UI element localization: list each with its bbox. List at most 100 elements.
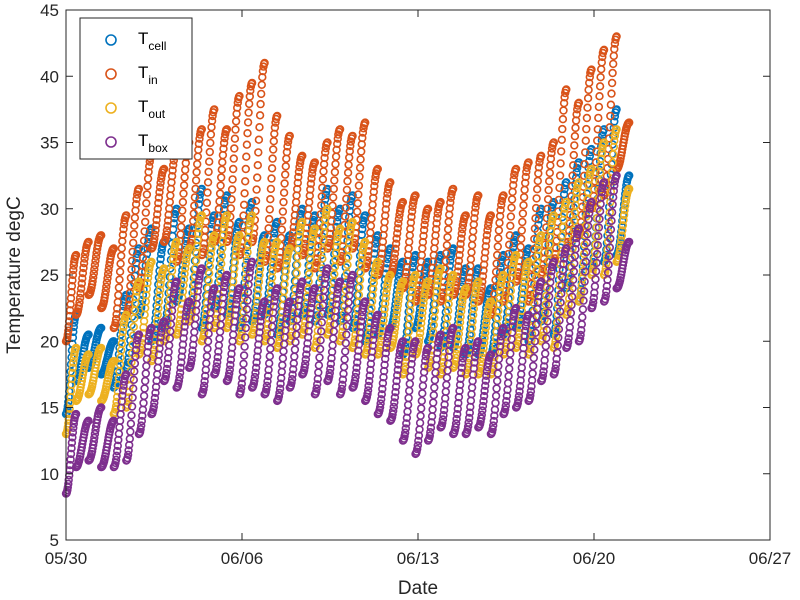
data-point [379, 316, 388, 325]
data-point [477, 414, 486, 423]
data-point [262, 385, 271, 394]
data-point [202, 359, 211, 368]
data-point [578, 305, 588, 314]
data-point [609, 51, 618, 61]
data-point [357, 147, 366, 156]
data-point [553, 341, 562, 350]
data-point [408, 263, 417, 272]
data-point [495, 287, 505, 297]
data-point [392, 234, 401, 243]
data-point [163, 221, 172, 231]
data-point [479, 391, 489, 401]
data-point [290, 352, 299, 361]
x-axis: 05/30 06/06 06/13 06/20 06/27 [45, 10, 791, 568]
data-point [290, 345, 300, 354]
plot-series [61, 32, 634, 498]
data-point [562, 197, 571, 207]
data-point [181, 165, 190, 175]
data-point [506, 221, 515, 231]
data-point [79, 259, 89, 268]
data-point [250, 372, 260, 382]
data-point [542, 334, 551, 343]
data-point [488, 425, 497, 434]
data-point [495, 218, 504, 228]
data-point [415, 418, 425, 428]
data-point [229, 154, 239, 163]
data-point [295, 290, 304, 299]
data-point [270, 249, 279, 259]
data-point [335, 277, 345, 286]
data-point [391, 244, 400, 254]
data-point [245, 221, 255, 230]
data-point [127, 256, 137, 265]
data-point [393, 301, 402, 310]
data-point [63, 330, 73, 339]
data-point [376, 399, 385, 408]
legend-entry: Tbox [138, 131, 168, 155]
data-point [282, 147, 292, 157]
data-point [350, 238, 359, 248]
data-point [449, 270, 458, 280]
data-point [335, 125, 345, 134]
data-point [287, 378, 296, 387]
data-point [71, 343, 81, 353]
data-point [68, 368, 77, 378]
data-point [203, 337, 213, 346]
data-point [394, 355, 404, 364]
data-point [477, 410, 486, 419]
data-point [199, 385, 208, 394]
data-point [514, 395, 523, 405]
data-point [242, 314, 251, 323]
data-point [143, 174, 153, 183]
data-point [127, 402, 137, 411]
data-point [231, 300, 241, 309]
data-point [351, 368, 361, 377]
data-point [155, 285, 165, 294]
data-point [402, 419, 411, 428]
data-point [187, 351, 197, 360]
data-point [181, 264, 190, 273]
data-point [356, 322, 365, 331]
data-point [508, 268, 517, 277]
data-point [111, 318, 120, 328]
data-point [318, 301, 328, 310]
data-point [168, 166, 177, 175]
data-point [501, 405, 510, 414]
data-point [602, 287, 611, 296]
data-point [582, 113, 592, 123]
data-point [533, 176, 542, 186]
data-point [417, 404, 426, 413]
data-point [255, 322, 265, 331]
data-point [68, 433, 77, 442]
data-point [168, 300, 177, 309]
data-point [150, 345, 159, 354]
data-point [341, 212, 350, 221]
data-point [288, 370, 297, 379]
data-point [370, 181, 379, 191]
data-point [66, 449, 76, 459]
data-point [301, 359, 310, 369]
data-point [558, 231, 567, 240]
data-point [256, 99, 265, 109]
data-point [446, 256, 455, 265]
data-point [612, 105, 621, 114]
data-point [167, 172, 177, 181]
data-point [584, 78, 594, 88]
data-point [402, 262, 412, 272]
data-point [468, 233, 477, 243]
data-point [261, 254, 270, 263]
data-point [567, 300, 576, 310]
data-point [206, 130, 216, 139]
data-point [318, 254, 327, 263]
data-point [115, 267, 125, 276]
data-point [612, 32, 621, 41]
data-point [218, 158, 227, 167]
data-point [147, 323, 156, 333]
data-point [323, 138, 332, 147]
data-point [96, 343, 106, 353]
data-point [199, 381, 209, 390]
data-point [343, 260, 352, 269]
data-point [179, 328, 189, 337]
data-point [461, 211, 470, 220]
data-point [386, 323, 395, 333]
